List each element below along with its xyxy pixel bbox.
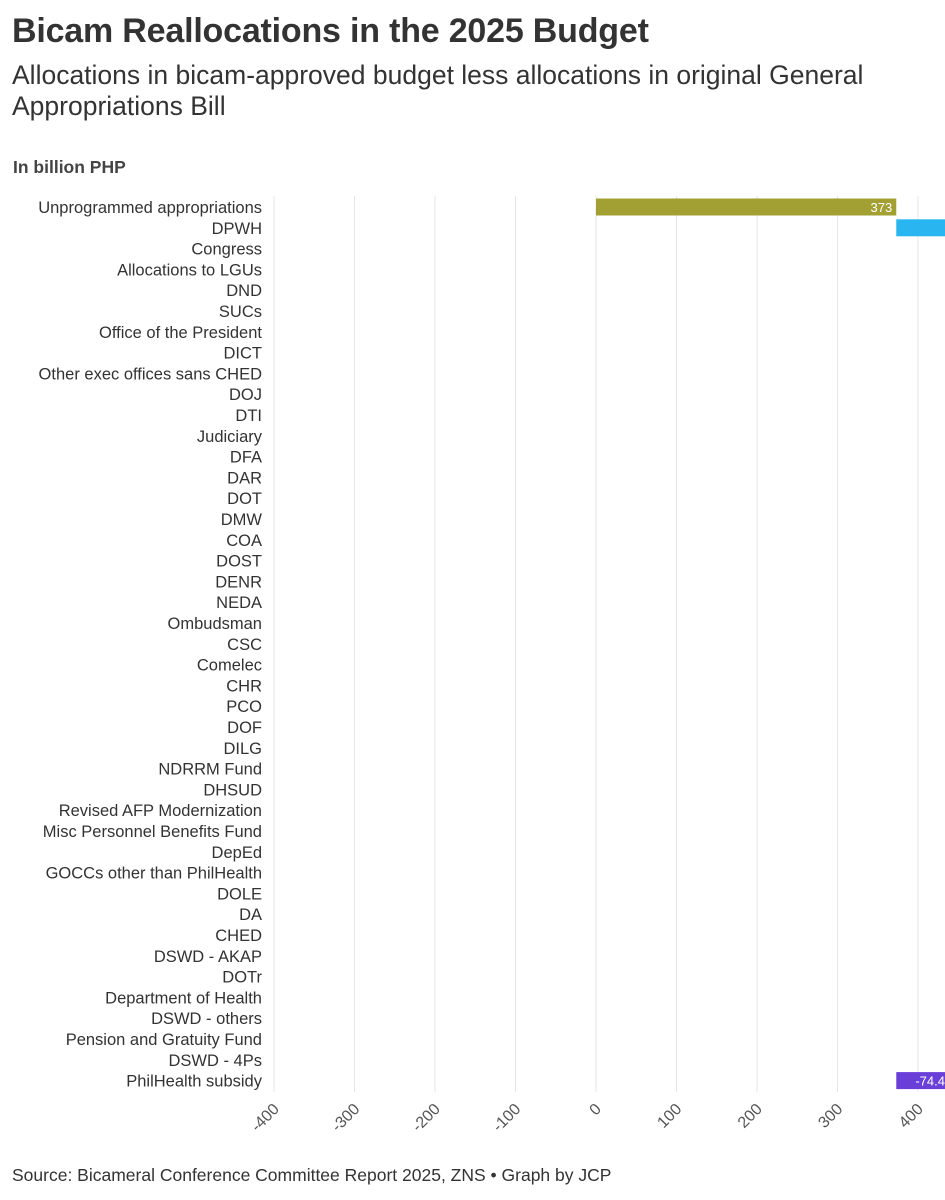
- category-label: DND: [226, 282, 262, 300]
- category-label: DOJ: [229, 386, 262, 404]
- category-label: Congress: [191, 241, 262, 259]
- category-label: DILG: [223, 740, 262, 758]
- source-note: Source: Bicameral Conference Committee R…: [12, 1165, 612, 1185]
- category-label: DPWH: [212, 220, 262, 238]
- category-label: DMW: [221, 511, 263, 529]
- bar: [596, 198, 897, 216]
- category-label: NEDA: [216, 594, 262, 612]
- category-label: Judiciary: [197, 428, 263, 446]
- x-tick-label: 300: [815, 1101, 846, 1132]
- chart-title: Bicam Reallocations in the 2025 Budget: [12, 12, 649, 50]
- x-tick-label: 0: [587, 1101, 605, 1119]
- x-tick-label: -100: [490, 1101, 525, 1136]
- unit-label: In billion PHP: [13, 157, 126, 177]
- category-label: GOCCs other than PhilHealth: [46, 865, 262, 883]
- chart-subtitle: Allocations in bicam-approved budget les…: [12, 60, 864, 121]
- category-label: SUCs: [219, 303, 262, 321]
- category-label: Allocations to LGUs: [117, 261, 262, 279]
- category-label: DAR: [227, 469, 262, 487]
- category-label: DFA: [230, 449, 262, 467]
- x-tick-label: 100: [654, 1101, 685, 1132]
- x-tick-label: 400: [896, 1101, 927, 1132]
- x-tick-label: -300: [329, 1101, 364, 1136]
- category-label: DENR: [215, 573, 262, 591]
- category-label: Unprogrammed appropriations: [38, 199, 262, 217]
- category-label: PCO: [226, 698, 262, 716]
- category-label: CHED: [215, 927, 262, 945]
- category-labels: Unprogrammed appropriations DPWH Congress A…: [38, 199, 263, 1091]
- category-label: DA: [239, 906, 262, 924]
- category-label: DOLE: [217, 885, 262, 903]
- category-label: DOTr: [222, 969, 262, 987]
- category-label: DepEd: [212, 844, 262, 862]
- category-label: DOF: [227, 719, 262, 737]
- category-label: NDRRM Fund: [158, 761, 262, 779]
- bars: [596, 198, 945, 1090]
- category-label: DOST: [216, 553, 262, 571]
- value-label: 373: [871, 200, 893, 215]
- category-label: Pension and Gratuity Fund: [66, 1031, 262, 1049]
- category-label: Revised AFP Modernization: [59, 802, 262, 820]
- bar: [896, 1072, 945, 1090]
- waterfall-chart: Unprogrammed appropriations DPWH Congress A…: [38, 196, 945, 1136]
- x-axis-ticks: -400 -300 -200 -100 0 100 200 300 400: [248, 1101, 927, 1136]
- value-label: -74.43: [915, 1074, 945, 1089]
- category-label: DSWD - 4Ps: [168, 1052, 262, 1070]
- category-label: DHSUD: [203, 781, 262, 799]
- category-label: CHR: [226, 677, 262, 695]
- category-label: Office of the President: [99, 324, 262, 342]
- category-label: PhilHealth subsidy: [126, 1073, 262, 1091]
- category-label: DSWD - others: [151, 1010, 262, 1028]
- category-label: Other exec offices sans CHED: [39, 365, 263, 383]
- category-label: COA: [226, 532, 262, 550]
- gridlines: [273, 196, 919, 1092]
- category-label: Department of Health: [105, 989, 262, 1007]
- bar: [896, 219, 945, 237]
- category-label: Comelec: [197, 657, 262, 675]
- category-label: DOT: [227, 490, 262, 508]
- value-labels: 373288.6518.7910.68.867.235.44.012.521.6…: [871, 200, 945, 1089]
- x-tick-label: -400: [248, 1101, 283, 1136]
- x-tick-label: -200: [409, 1101, 444, 1136]
- category-label: CSC: [227, 636, 262, 654]
- x-tick-label: 200: [735, 1101, 766, 1132]
- category-label: DICT: [224, 345, 263, 363]
- category-label: DSWD - AKAP: [154, 948, 262, 966]
- category-label: Misc Personnel Benefits Fund: [43, 823, 262, 841]
- category-label: Ombudsman: [168, 615, 262, 633]
- category-label: DTI: [235, 407, 262, 425]
